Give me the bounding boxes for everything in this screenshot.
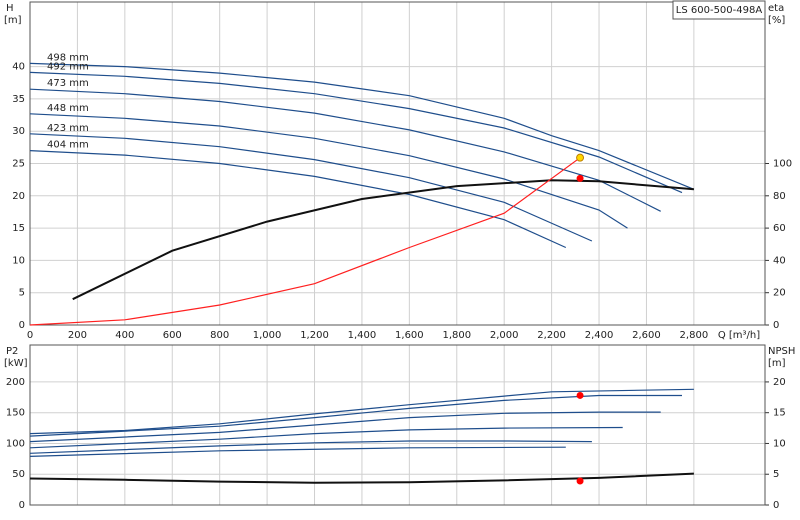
y-tick-label: 30 — [12, 126, 25, 137]
curve — [29, 394, 682, 437]
y2-tick-label: 100 — [773, 159, 792, 170]
x-tick-label: 2,000 — [490, 330, 519, 341]
y-axis-label: P2 — [6, 346, 18, 357]
y-tick-label: 20 — [12, 191, 25, 202]
y-tick-label: 50 — [12, 469, 25, 480]
y-tick-label: 150 — [6, 408, 25, 419]
x-tick-label: 400 — [115, 330, 134, 341]
y2-tick-label: 5 — [773, 469, 779, 480]
x-axis-label: Q [m³/h] — [718, 330, 760, 341]
curve — [29, 411, 661, 443]
y-tick-label: 40 — [12, 62, 25, 73]
y-tick-label: 10 — [12, 255, 25, 266]
y-tick-label: 200 — [6, 377, 25, 388]
curve — [29, 440, 592, 454]
duty-point — [576, 153, 585, 162]
y2-axis-unit: [%] — [768, 15, 785, 26]
curve — [29, 446, 566, 457]
x-tick-label: 1,000 — [253, 330, 282, 341]
curve — [29, 388, 694, 435]
y2-tick-label: 0 — [773, 500, 779, 511]
x-tick-label: 1,200 — [300, 330, 329, 341]
y2-tick-label: 0 — [773, 320, 779, 331]
curve-label: 423 mm — [47, 123, 89, 134]
curve-label: 473 mm — [47, 78, 89, 89]
y2-tick-label: 10 — [773, 438, 786, 449]
title-box — [672, 0, 766, 20]
y-axis-unit: [kW] — [4, 358, 28, 369]
curve — [29, 113, 628, 229]
x-tick-label: 200 — [68, 330, 87, 341]
y2-axis-unit: [m] — [768, 358, 786, 369]
y2-axis-label: eta — [768, 3, 784, 14]
plot-frame — [29, 344, 766, 506]
x-tick-label: 600 — [163, 330, 182, 341]
y2-tick-label: 60 — [773, 223, 786, 234]
curve — [29, 133, 593, 242]
y-tick-label: 5 — [19, 288, 25, 299]
x-tick-label: 2,800 — [680, 330, 709, 341]
y-axis-unit: [m] — [4, 15, 22, 26]
duty-point — [576, 391, 584, 399]
duty-point — [576, 174, 584, 182]
y-tick-label: 100 — [6, 438, 25, 449]
curve-label: 404 mm — [47, 140, 89, 151]
curve — [72, 179, 694, 301]
curve — [29, 426, 623, 449]
curve — [29, 472, 694, 484]
x-tick-label: 1,400 — [348, 330, 377, 341]
y2-tick-label: 80 — [773, 191, 786, 202]
y-tick-label: 35 — [12, 94, 25, 105]
curve — [29, 157, 581, 326]
y2-tick-label: 40 — [773, 255, 786, 266]
y2-tick-label: 20 — [773, 377, 786, 388]
x-tick-label: 0 — [27, 330, 33, 341]
y-tick-label: 0 — [19, 500, 25, 511]
curve-label: 492 mm — [47, 61, 89, 72]
y2-tick-label: 15 — [773, 408, 786, 419]
curve-label: 448 mm — [47, 103, 89, 114]
curve — [29, 62, 695, 190]
y-tick-label: 0 — [19, 320, 25, 331]
curve — [29, 150, 567, 249]
curve-label: 498 mm — [47, 52, 89, 63]
chart-title: LS 600-500-498A — [676, 5, 763, 16]
curve — [29, 88, 661, 212]
y-axis-label: H — [6, 3, 14, 14]
x-tick-label: 1,600 — [395, 330, 424, 341]
duty-point — [576, 477, 584, 485]
y-tick-label: 25 — [12, 159, 25, 170]
plot-frame — [29, 1, 766, 326]
x-tick-label: 2,600 — [632, 330, 661, 341]
x-tick-label: 800 — [210, 330, 229, 341]
y2-axis-label: NPSH — [768, 346, 795, 357]
curve — [29, 71, 683, 194]
y-tick-label: 15 — [12, 223, 25, 234]
x-tick-label: 2,400 — [585, 330, 614, 341]
y2-tick-label: 20 — [773, 288, 786, 299]
x-tick-label: 2,200 — [537, 330, 566, 341]
x-tick-label: 1,800 — [442, 330, 471, 341]
